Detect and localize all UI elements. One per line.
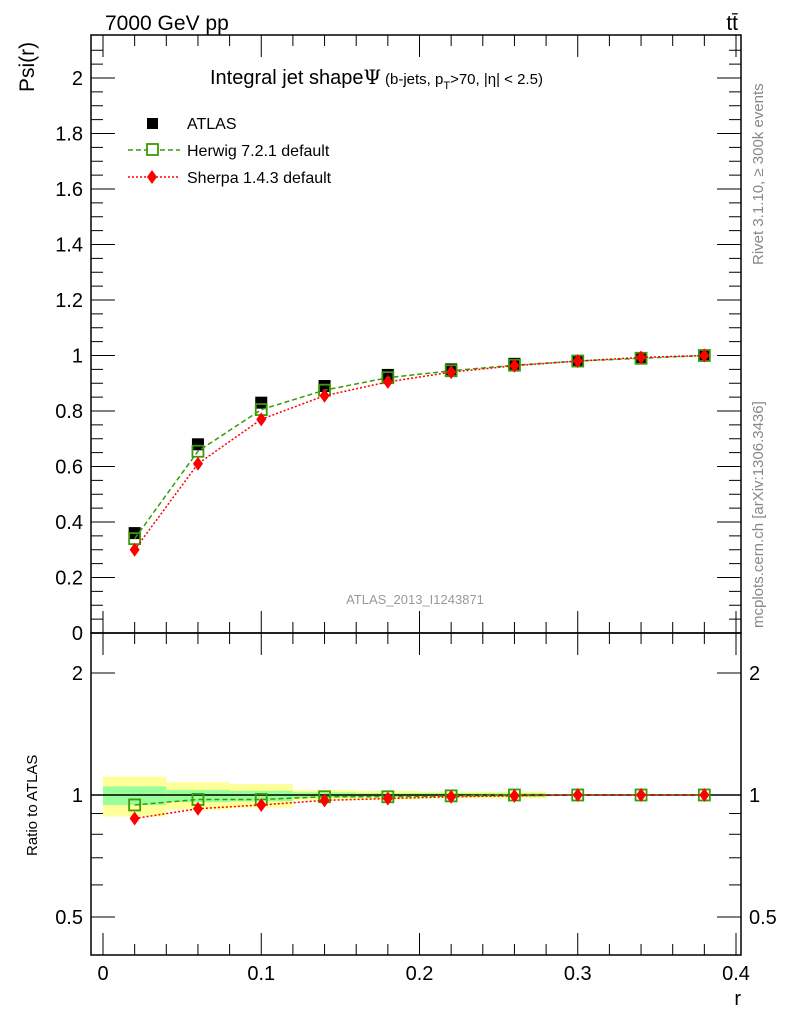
- mcplots-info: mcplots.cern.ch [arXiv:1306.3436]: [750, 401, 767, 628]
- legend-sherpa-marker: [147, 170, 157, 184]
- sherpa-point: [572, 354, 583, 369]
- x-tick-label: 0.2: [406, 963, 434, 985]
- herwig-point: [128, 798, 142, 812]
- ratio-y-tick-label-right: 0.5: [749, 907, 777, 929]
- sherpa-point: [382, 374, 393, 389]
- y-tick-label: 1.8: [55, 124, 83, 146]
- x-tick-label: 0.3: [564, 963, 592, 985]
- ratio-y-tick-label-right: 1: [749, 785, 760, 807]
- sherpa-point: [446, 789, 457, 804]
- sherpa-point: [256, 412, 267, 427]
- sherpa-point: [636, 788, 647, 802]
- ratio-plot-frame: [90, 632, 742, 956]
- sherpa-point: [192, 456, 203, 471]
- ratio-band-green: [166, 789, 230, 803]
- atlas-point: [191, 438, 204, 451]
- header-right: tt̄: [726, 12, 738, 35]
- legend-herwig: Herwig 7.2.1 default: [187, 143, 330, 160]
- y-tick-label: 1.6: [55, 179, 83, 201]
- ratio-line-1: [134, 794, 705, 806]
- sherpa-point: [509, 358, 520, 373]
- sherpa-point: [192, 801, 203, 816]
- sherpa-point: [446, 365, 457, 380]
- x-axis-label: r: [734, 988, 741, 1010]
- sherpa-point: [129, 811, 140, 826]
- x-tick-label: 0.4: [722, 963, 750, 985]
- legend-atlas-marker: [147, 118, 158, 129]
- sherpa-point: [319, 793, 330, 808]
- ratio-y-axis-label: Ratio to ATLAS: [24, 755, 41, 856]
- analysis-watermark: ATLAS_2013_I1243871: [346, 592, 484, 607]
- sherpa-point: [572, 788, 583, 802]
- header-left: 7000 GeV pp: [105, 12, 229, 35]
- atlas-point: [255, 396, 268, 409]
- sherpa-point: [382, 791, 393, 806]
- ratio-y-tick-label-right: 2: [749, 663, 760, 685]
- y-tick-label: 1: [72, 346, 83, 368]
- ratio-y-tick-label: 0.5: [55, 907, 83, 929]
- atlas-point: [318, 380, 331, 393]
- sherpa-point: [699, 348, 710, 363]
- ratio-y-tick-label: 1: [72, 785, 83, 807]
- y-tick-label: 0.4: [55, 512, 83, 534]
- chart-title: Integral jet shapeΨ (b-jets, pT>70, |η| <…: [210, 65, 543, 92]
- y-tick-label: 0.6: [55, 457, 83, 479]
- legend-sherpa: Sherpa 1.4.3 default: [187, 170, 332, 187]
- sherpa-point: [256, 797, 267, 812]
- ratio-line-2: [134, 794, 705, 820]
- ratio-band-green: [229, 790, 293, 802]
- sherpa-point: [319, 388, 330, 403]
- main-line-2: [134, 354, 705, 551]
- legend: ATLAS Herwig 7.2.1 default Sherpa 1.4.3 …: [128, 116, 332, 187]
- sherpa-point: [636, 350, 647, 365]
- sherpa-point: [129, 542, 140, 557]
- y-tick-label: 2: [72, 68, 83, 90]
- y-tick-label: 0: [72, 623, 83, 645]
- sherpa-point: [699, 788, 710, 802]
- rivet-info: Rivet 3.1.10, ≥ 300k events: [750, 83, 767, 265]
- y-tick-label: 1.4: [55, 235, 83, 257]
- legend-herwig-marker: [146, 143, 159, 156]
- x-tick-label: 0.1: [247, 963, 275, 985]
- y-tick-label: 0.8: [55, 401, 83, 423]
- legend-atlas: ATLAS: [187, 116, 237, 133]
- sherpa-point: [509, 788, 520, 803]
- y-tick-label: 1.2: [55, 290, 83, 312]
- ratio-y-tick-label: 2: [72, 663, 83, 685]
- x-tick-label: 0: [97, 963, 108, 985]
- main-line-1: [134, 354, 705, 540]
- y-tick-label: 0.2: [55, 568, 83, 590]
- y-axis-label: Psi(r): [16, 42, 39, 92]
